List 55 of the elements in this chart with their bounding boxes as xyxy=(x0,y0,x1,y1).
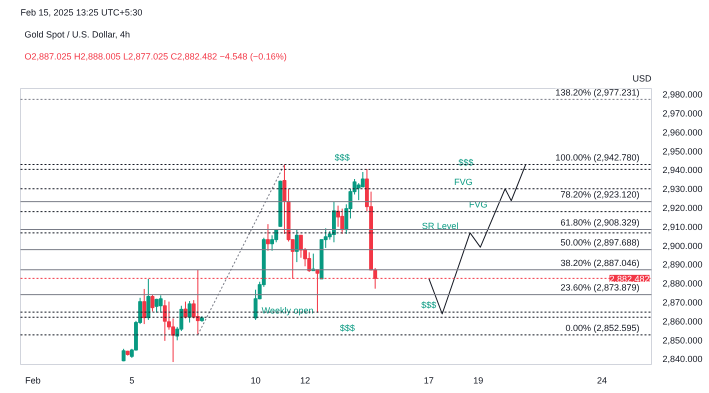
x-tick-label: 10 xyxy=(250,376,261,386)
x-tick-label: 12 xyxy=(300,376,310,386)
candlestick xyxy=(154,298,159,314)
y-tick-label: 2,910.000 xyxy=(662,222,703,232)
ref-line-label: 2,882.482 xyxy=(609,274,650,284)
x-tick-label: 5 xyxy=(129,376,134,386)
candlestick xyxy=(356,182,361,201)
y-tick-label: 2,850.000 xyxy=(662,335,703,346)
candlestick xyxy=(162,300,167,342)
text: USD xyxy=(632,74,652,84)
y-tick-label: 2,960.000 xyxy=(662,127,703,138)
x-tick-label: 19 xyxy=(473,376,484,386)
chart-title: Gold Spot / U.S. Dollar, 4h xyxy=(24,30,130,40)
text: O2,887.025 H2,888.005 L2,877.025 C2,882.482 −4.548 (−0.16%) xyxy=(24,52,287,62)
candlestick xyxy=(150,294,154,312)
annotation: SR Level xyxy=(422,220,458,231)
ref-line-label: 38.20% (2,887.046) xyxy=(560,258,640,268)
y-tick-label: 2,890.000 xyxy=(662,260,703,270)
y-tick-label: 2,900.000 xyxy=(662,240,703,251)
ref-line-label: 138.20% (2,977.231) xyxy=(555,87,640,98)
candlestick xyxy=(340,208,344,234)
candlestick xyxy=(332,200,336,243)
y-tick-label: 2,930.000 xyxy=(662,184,703,194)
x-tick-label: 24 xyxy=(597,376,608,386)
x-tick-label: Feb xyxy=(25,376,41,386)
ref-line-label: 100.00% (2,942.780) xyxy=(555,152,640,162)
candlestick xyxy=(294,229,299,263)
chart-subtitle: Feb 15, 2025 13:25 UTC+5:30 xyxy=(20,8,142,18)
annotation: Weekly open xyxy=(262,305,314,316)
candlestick xyxy=(360,172,365,188)
y-tick-label: 2,870.000 xyxy=(662,297,703,308)
y-tick-label: 2,920.000 xyxy=(662,203,703,214)
annotation: $$$ xyxy=(340,322,355,333)
ref-line-label: 61.80% (2,908.329) xyxy=(560,218,640,228)
candlestick xyxy=(307,252,312,272)
annotation: $$$ xyxy=(334,152,350,162)
y-tick-label: 2,950.000 xyxy=(662,146,703,156)
candlestick xyxy=(184,301,188,319)
candlestick xyxy=(266,224,270,252)
y-tick-label: 2,940.000 xyxy=(662,165,703,176)
y-tick-label: 2,860.000 xyxy=(662,316,703,326)
candlestick xyxy=(122,348,126,362)
annotation: $$$ xyxy=(421,300,436,310)
ref-line-label: 78.20% (2,923.120) xyxy=(560,190,640,200)
y-tick-label: 2,880.000 xyxy=(662,278,703,289)
ref-line-label: 50.00% (2,897.688) xyxy=(560,238,640,248)
x-tick-label: 17 xyxy=(424,376,434,386)
y-tick-label: 2,840.000 xyxy=(662,354,703,364)
ref-line-label: 0.00% (2,852.595) xyxy=(565,322,640,333)
annotation: FVG xyxy=(454,176,473,187)
y-tick-label: 2,980.000 xyxy=(662,90,703,100)
candlestick xyxy=(188,300,192,324)
candlestick xyxy=(146,278,150,320)
ref-line-label: 23.60% (2,873.879) xyxy=(560,282,640,293)
y-tick-label: 2,970.000 xyxy=(662,108,703,119)
